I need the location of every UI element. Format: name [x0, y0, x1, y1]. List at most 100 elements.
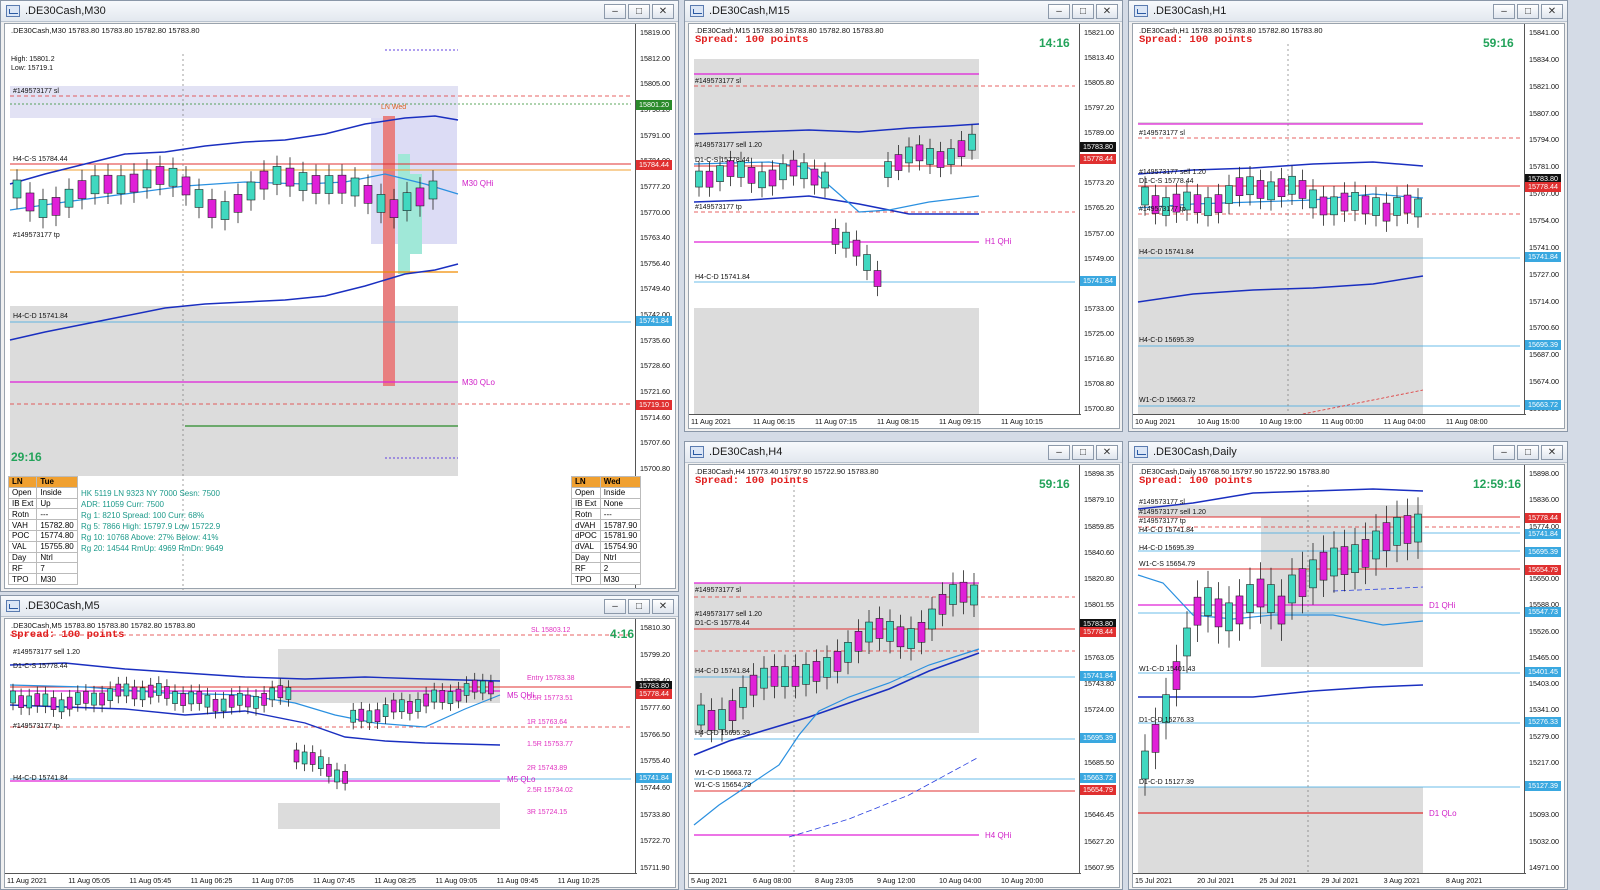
candle [1214, 194, 1223, 213]
candle [99, 692, 105, 706]
price-tick: 15805.80 [1084, 78, 1114, 88]
candle [697, 704, 705, 726]
table-row: Rotn --- [571, 508, 642, 521]
spread-label: Spread: 100 points [1139, 475, 1253, 487]
stat-line: HK 5119 LN 9323 NY 7000 Sesn: 7500 [81, 489, 220, 498]
time-tick: 20 Jul 2021 [1197, 876, 1235, 885]
time-tick: 11 Aug 07:15 [815, 417, 857, 426]
maximize-button[interactable]: □ [628, 599, 650, 614]
window-titlebar[interactable]: .DE30Cash,M15 – □ ✕ [685, 1, 1122, 22]
candle [823, 657, 831, 678]
candle [415, 699, 421, 712]
h4-cd-label: H4-C-D 15741.84 [695, 668, 750, 675]
time-axis[interactable]: 11 Aug 2021 11 Aug 05:05 11 Aug 05:45 11 Au… [5, 873, 637, 887]
chart-window-m30[interactable]: .DE30Cash,M30 – □ ✕ .DE30Cash,M30 15783.80… [0, 0, 679, 592]
maximize-button[interactable]: □ [1517, 445, 1539, 460]
close-button[interactable]: ✕ [1541, 4, 1563, 19]
price-axis[interactable]: 15898.0015836.0015774.0015713.0015650.00… [1524, 465, 1564, 873]
minimize-button[interactable]: – [1493, 445, 1515, 460]
maximize-button[interactable]: □ [628, 4, 650, 19]
table-row: dVAH 15787.90 [571, 519, 642, 531]
time-tick: 25 Jul 2021 [1259, 876, 1297, 885]
time-axis[interactable]: 10 Aug 2021 10 Aug 15:00 10 Aug 19:00 11 Au… [1133, 414, 1526, 428]
table-cell: 15781.90 [599, 529, 642, 542]
tp-label: #149573177 tp [695, 204, 742, 211]
window-titlebar[interactable]: .DE30Cash,M30 – □ ✕ [1, 1, 678, 22]
chart-area[interactable]: .DE30Cash,H1 15783.80 15783.80 15782.80 … [1132, 23, 1565, 429]
chart-area[interactable]: .DE30Cash,M15 15783.80 15783.80 15782.80… [688, 23, 1120, 429]
close-button[interactable]: ✕ [1096, 4, 1118, 19]
chart-window-h1[interactable]: .DE30Cash,H1 – □ ✕ .DE30Cash,H1 15783.80 1… [1128, 0, 1568, 432]
time-tick: 11 Aug 07:05 [251, 876, 294, 885]
candle [1214, 598, 1223, 628]
candle [833, 651, 842, 672]
candle [139, 687, 146, 701]
price-tick: 15791.00 [640, 130, 670, 140]
time-axis[interactable]: 15 Jul 2021 20 Jul 2021 25 Jul 2021 29 Jul … [1133, 873, 1526, 887]
sell-label: #149573177 sell 1.20 [695, 142, 762, 149]
price-axis[interactable]: 15841.00 15834.00 15821.00 15807.00 15794.00… [1524, 24, 1564, 414]
candle [1330, 196, 1338, 216]
chart-window-h4[interactable]: .DE30Cash,H4 – □ ✕ .DE30Cash,H4 15773.40 1… [684, 441, 1123, 890]
price-tag: 15783.80 [1080, 619, 1116, 629]
candle [259, 170, 269, 190]
time-axis[interactable]: 5 Aug 2021 6 Aug 08:00 8 Aug 23:05 9 Aug 12… [689, 873, 1081, 887]
candle [865, 621, 873, 643]
close-button[interactable]: ✕ [652, 4, 674, 19]
maximize-button[interactable]: □ [1072, 4, 1094, 19]
window-titlebar[interactable]: .DE30Cash,Daily – □ ✕ [1129, 442, 1567, 463]
price-plot [1137, 485, 1520, 875]
chart-window-daily[interactable]: .DE30Cash,Daily – □ ✕ .DE30Cash,Daily 1576… [1128, 441, 1568, 890]
price-axis[interactable]: 15898.35 15879.10 15859.85 15840.60 15820.80… [1079, 465, 1119, 873]
candle [129, 173, 139, 193]
candle [1193, 194, 1202, 213]
candle [821, 171, 829, 189]
fib-level: SL 15803.12 [531, 627, 571, 634]
m5-qhi-label: M5 QHi [507, 691, 535, 700]
price-tick: 15733.00 [1084, 303, 1114, 313]
candle [749, 674, 758, 696]
minimize-button[interactable]: – [604, 4, 626, 19]
stat-line: Rg 5: 7866 High: 15797.9 Low 15722.9 [81, 522, 221, 531]
h4-cd-label: H4-C-D 15741.84 [13, 775, 68, 782]
chart-area[interactable]: .DE30Cash,H4 15773.40 15797.90 15722.90 … [688, 464, 1120, 888]
price-axis[interactable]: 15810.30 15799.20 15788.40 15777.60 15766.50… [635, 619, 675, 873]
candle [716, 165, 724, 182]
candle [1351, 544, 1359, 573]
window-titlebar[interactable]: .DE30Cash,H4 – □ ✕ [685, 442, 1122, 463]
window-titlebar[interactable]: .DE30Cash,M5 – □ ✕ [1, 596, 678, 617]
minimize-button[interactable]: – [1493, 4, 1515, 19]
high-label: High: 15801.2 [11, 56, 55, 63]
minimize-button[interactable]: – [1048, 4, 1070, 19]
candle [172, 691, 178, 704]
chart-area[interactable]: .DE30Cash,Daily 15768.50 15797.90 15722.… [1132, 464, 1565, 888]
price-tick: 15725.00 [1084, 328, 1114, 338]
chart-window-m5[interactable]: .DE30Cash,M5 – □ ✕ .DE30Cash,M5 15783.80 1… [0, 595, 679, 890]
price-axis[interactable]: 15819.0015812.0015805.0015798.2015791.00… [635, 24, 675, 588]
minimize-button[interactable]: – [604, 599, 626, 614]
window-titlebar[interactable]: .DE30Cash,H1 – □ ✕ [1129, 1, 1567, 22]
price-tick: 15834.00 [1529, 54, 1559, 64]
close-button[interactable]: ✕ [1541, 445, 1563, 460]
time-axis[interactable]: 11 Aug 2021 11 Aug 06:15 11 Aug 07:15 11 Au… [689, 414, 1081, 428]
maximize-button[interactable]: □ [1517, 4, 1539, 19]
table-row: VAL 15755.80 [7, 540, 78, 553]
price-axis[interactable]: 15821.00 15813.40 15805.80 15797.20 15789.00… [1079, 24, 1119, 414]
close-button[interactable]: ✕ [652, 599, 674, 614]
spread-label: Spread: 100 points [1139, 34, 1253, 46]
chart-area[interactable]: .DE30Cash,M30 15783.80 15783.80 15782.80… [4, 23, 676, 590]
chart-window-m15[interactable]: .DE30Cash,M15 – □ ✕ .DE30Cash,M15 15783.80… [684, 0, 1123, 432]
close-button[interactable]: ✕ [1096, 445, 1118, 460]
minimize-button[interactable]: – [1048, 445, 1070, 460]
candle [402, 192, 412, 211]
bar-timer: 12:59:16 [1473, 477, 1522, 491]
price-tick: 15687.00 [1529, 350, 1559, 360]
table-cell: Ntrl [599, 551, 642, 564]
price-tick: 15810.30 [640, 623, 670, 632]
candle [1403, 515, 1412, 544]
candle [285, 687, 292, 700]
chart-area[interactable]: .DE30Cash,M5 15783.80 15783.80 15782.80 … [4, 618, 676, 888]
maximize-button[interactable]: □ [1072, 445, 1094, 460]
table-header: LN [571, 476, 601, 488]
price-tick: 15032.00 [1529, 836, 1559, 846]
